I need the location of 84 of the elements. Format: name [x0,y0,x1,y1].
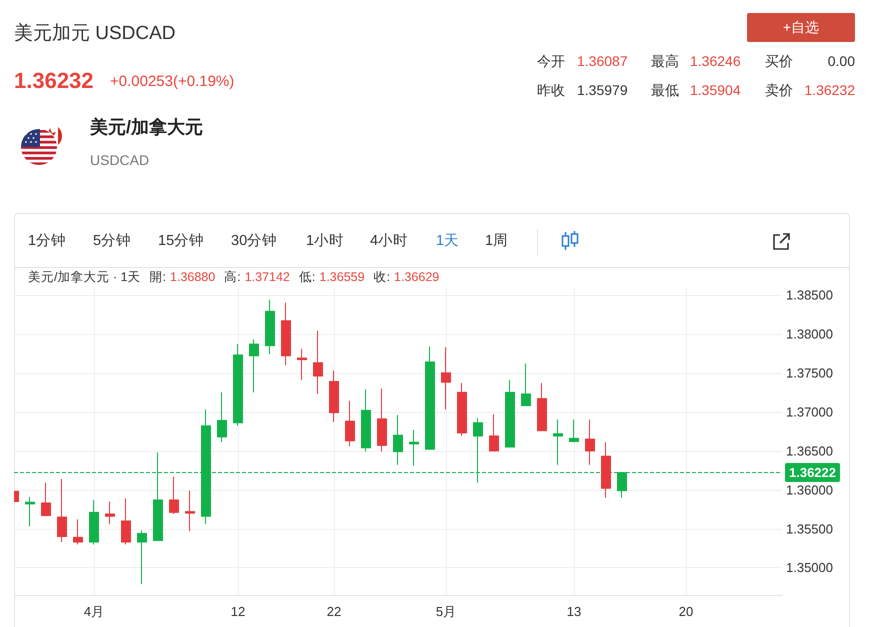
text: 1.36880 [170,270,216,285]
candlestick [537,382,547,432]
x-tick-label: 20 [678,604,694,619]
text: 30分钟 [231,233,278,250]
text: USDCAD [90,152,150,169]
candlestick [457,382,467,437]
text: 15分钟 [158,233,204,250]
text: 今开 [537,53,565,70]
candlestick [601,442,611,498]
text: 1.36629 [394,270,440,285]
text: 1周 [485,233,508,250]
candlestick [185,490,195,532]
candlestick [73,518,83,545]
text: +0.00253(+0.19%) [110,73,234,91]
candlestick [249,338,259,393]
candlestick [393,414,403,466]
x-tick-label: 22 [326,604,342,619]
text: 1分钟 [28,233,66,250]
ref-line-label: 1.36222 [789,465,836,480]
candlestick [489,414,499,452]
text: 昨收 [537,82,565,99]
text: 1.36246 [690,53,741,70]
chart-title: 美元加元 USDCAD [14,23,176,46]
text: 1.36087 [577,53,628,70]
text: +自选 [782,19,820,36]
candlestick [521,363,531,406]
y-tick-label: 1.37500 [786,365,833,380]
text: 1.37142 [244,270,290,285]
text: 收: [374,270,390,285]
candlestick [105,501,115,525]
candlestick [137,530,147,585]
candlestick [569,419,579,443]
candlestick [281,302,291,366]
text: 美元/加拿大元 · 1天 [28,270,141,285]
x-tick-label: 13 [566,604,582,619]
y-tick-label: 1.35500 [786,521,833,536]
y-tick-label: 1.36000 [786,482,833,498]
text: 最高 [651,53,679,70]
y-tick-label: 1.36500 [786,443,833,458]
candlestick [169,476,179,514]
text: 高: [224,270,241,285]
x-tick-label: 4月 [84,604,104,619]
text: 1小时 [306,233,344,250]
text: 0.00 [828,53,855,70]
candlestick [121,498,131,545]
text: 1.36232 [14,68,94,94]
text: 1.35979 [577,82,628,99]
text: 1.36232 [804,82,855,99]
text: 1.36559 [319,270,365,285]
candlestick [41,482,51,517]
text: 低: [298,270,316,285]
y-tick-label: 1.38500 [786,288,833,303]
text: 1.35904 [690,82,741,99]
candlestick [217,392,227,443]
candlestick [441,346,451,410]
candlestick [265,299,275,355]
text: 開: [150,270,166,285]
x-tick-label: 12 [230,604,246,619]
candlestick [89,499,99,545]
text: 1天 [436,233,460,250]
x-tick-label: 5月 [436,604,456,619]
candlestick [409,429,419,466]
candlestick [585,419,595,466]
candlestick [553,419,563,466]
candlestick [25,496,35,527]
candlestick [361,388,371,452]
candlestick [57,478,67,543]
candlestick [313,330,323,394]
candlestick [297,348,307,380]
candlestick [345,400,355,447]
candlestick [377,388,387,452]
text: 4小时 [370,233,408,250]
candlestick [329,370,339,423]
candlestick [505,379,515,448]
text: 卖价 [765,82,793,99]
text: 买价 [765,53,793,70]
candlestick [425,346,435,450]
y-tick-label: 1.38000 [786,326,833,342]
y-tick-label: 1.35000 [786,560,833,576]
text: 美元/加拿大元 [90,117,204,139]
y-tick-label: 1.37000 [786,404,833,420]
candlestick [233,344,243,426]
text: 5分钟 [93,233,132,250]
text: 最低 [651,82,679,99]
